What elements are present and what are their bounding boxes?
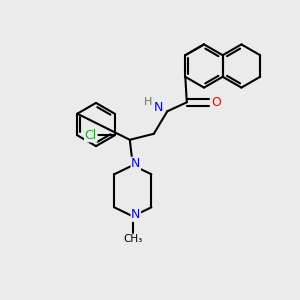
Text: Cl: Cl: [85, 129, 97, 142]
Text: N: N: [131, 157, 140, 170]
Text: O: O: [211, 96, 221, 109]
Text: CH₃: CH₃: [123, 234, 142, 244]
Text: N: N: [154, 101, 164, 114]
Text: H: H: [144, 97, 152, 107]
Text: N: N: [131, 208, 140, 221]
